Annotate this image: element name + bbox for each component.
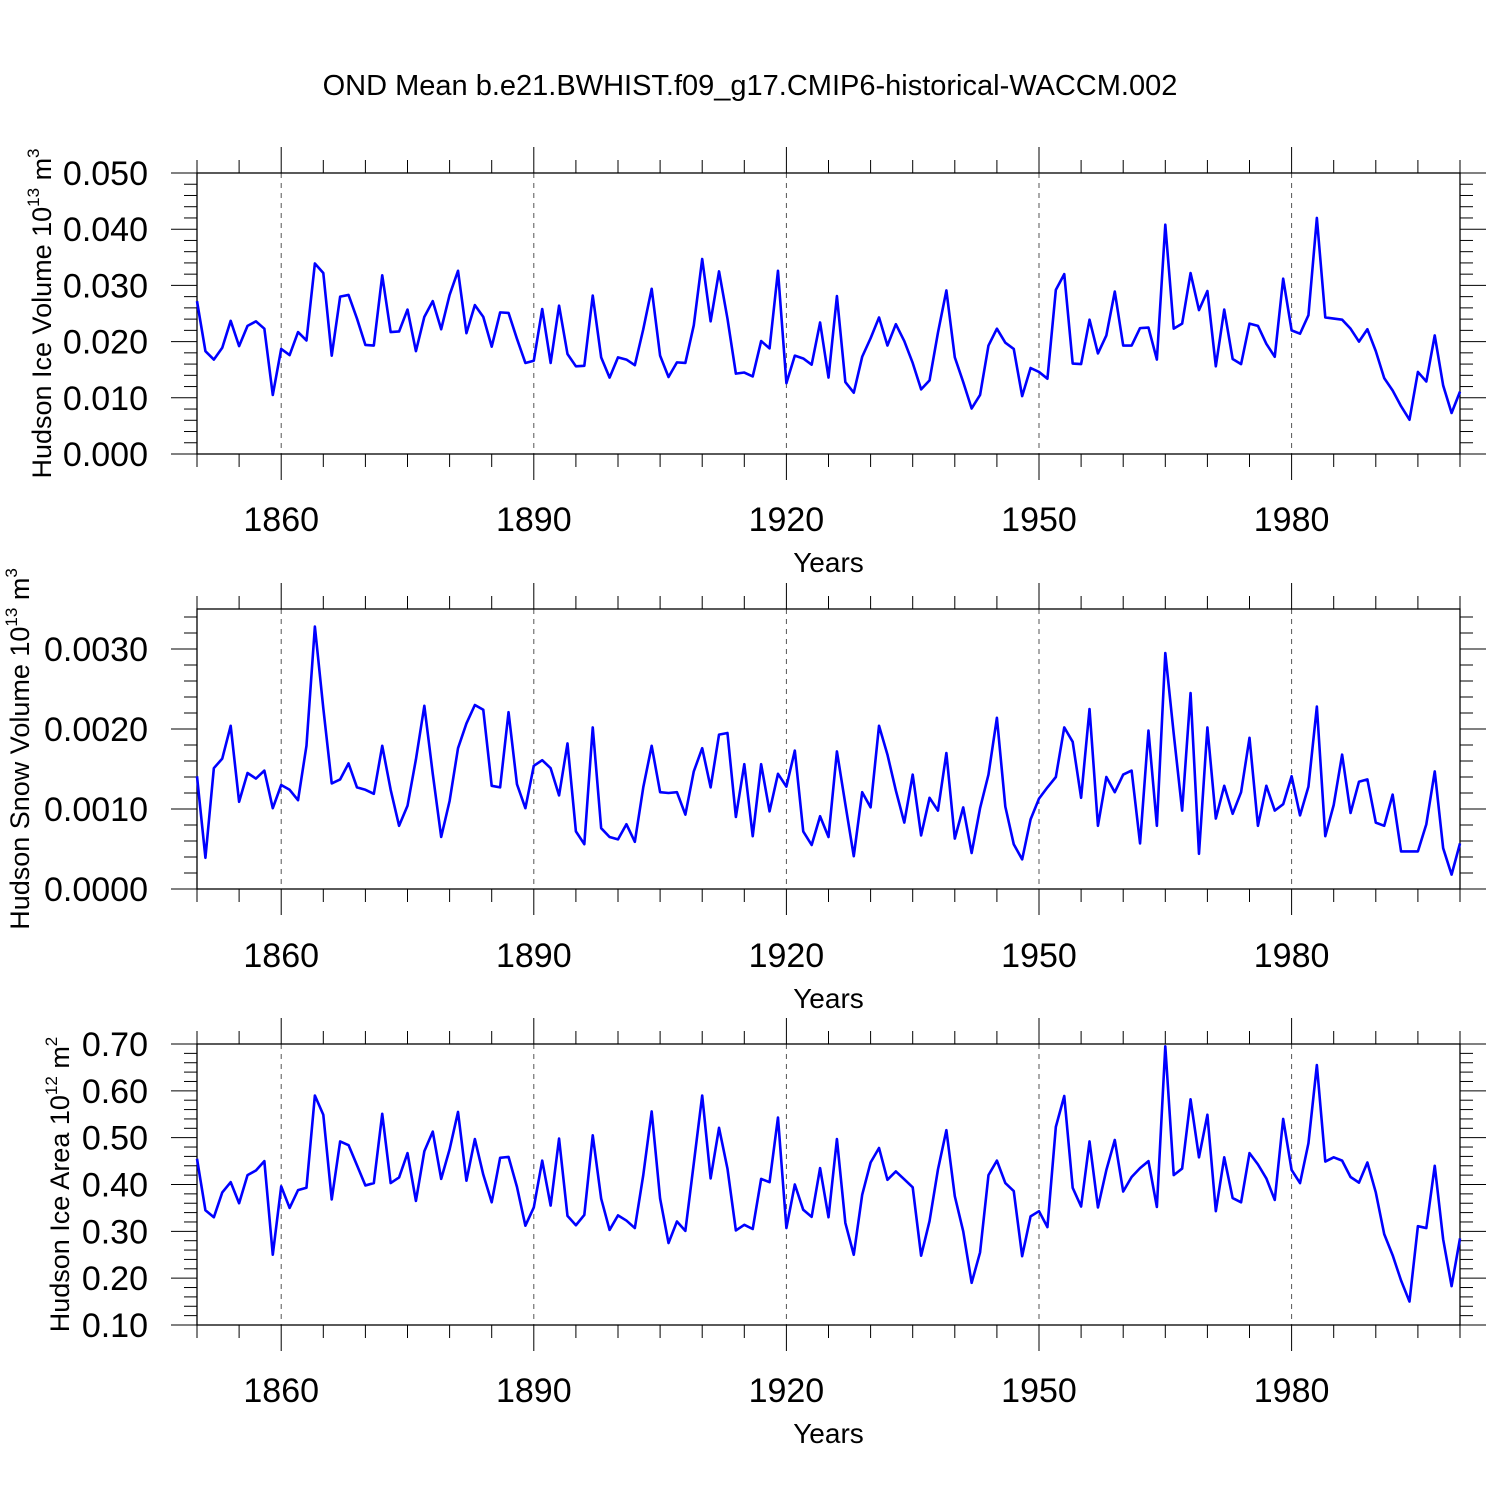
y-tick-label: 0.050	[63, 155, 148, 193]
x-tick-label: 1980	[1254, 1372, 1330, 1410]
chart-title: OND Mean b.e21.BWHIST.f09_g17.CMIP6-hist…	[322, 70, 1178, 102]
y-tick-label: 0.10	[82, 1307, 148, 1345]
y-axis-title: Hudson Ice Area 1012 m2	[42, 1037, 75, 1333]
plot-frame	[196, 608, 1461, 890]
x-tick-label: 1860	[243, 937, 319, 975]
y-tick-label: 0.60	[82, 1073, 148, 1111]
panel-2: 1860 1890 1920 1950 1980 Years 0.0000 0.0010 0.0…	[2, 568, 1486, 1014]
x-tick-label: 1980	[1254, 501, 1330, 539]
y-tick-label: 0.0000	[44, 871, 148, 909]
x-tick-label: 1860	[243, 501, 319, 539]
x-tick-label: 1950	[1001, 1372, 1077, 1410]
x-tick-label: 1890	[496, 937, 572, 975]
y-tick-label: 0.020	[63, 324, 148, 362]
y-tick-label: 0.0030	[44, 631, 148, 669]
y-tick-label: 0.040	[63, 211, 148, 249]
series-line	[195, 625, 1462, 876]
x-tick-label: 1950	[1001, 501, 1077, 539]
y-tick-label: 0.70	[82, 1026, 148, 1064]
y-tick-label: 0.50	[82, 1120, 148, 1158]
series-line	[195, 1045, 1462, 1303]
x-tick-label: 1890	[496, 501, 572, 539]
y-tick-label: 0.30	[82, 1213, 148, 1251]
x-tick-label: 1920	[749, 1372, 825, 1410]
y-tick-label: 0.40	[82, 1167, 148, 1205]
y-tick-label: 0.000	[63, 436, 148, 474]
panel-1: 1860 1890 1920 1950 1980 Years 0.000 0.010 0.020…	[24, 147, 1486, 578]
y-axis-title: Hudson Ice Volume 1013 m3	[24, 148, 57, 478]
y-tick-label: 0.030	[63, 267, 148, 305]
x-tick-label: 1890	[496, 1372, 572, 1410]
y-tick-label: 0.0010	[44, 791, 148, 829]
x-axis-title: Years	[793, 1418, 864, 1449]
plot-frame	[196, 1043, 1461, 1326]
x-axis-title: Years	[793, 983, 864, 1014]
x-tick-label: 1920	[749, 937, 825, 975]
x-tick-label: 1920	[749, 501, 825, 539]
y-tick-label: 0.20	[82, 1260, 148, 1298]
x-tick-label: 1860	[243, 1372, 319, 1410]
plot-frame	[196, 172, 1461, 455]
x-tick-label: 1950	[1001, 937, 1077, 975]
y-tick-label: 0.0020	[44, 711, 148, 749]
panel-3: 1860 1890 1920 1950 1980 Years 0.10 0.20 0.30 0.4…	[42, 1018, 1486, 1449]
y-tick-label: 0.010	[63, 380, 148, 418]
x-tick-label: 1980	[1254, 937, 1330, 975]
x-axis-title: Years	[793, 547, 864, 578]
y-axis-title: Hudson Snow Volume 1013 m3	[2, 568, 35, 930]
series-line	[195, 216, 1462, 422]
